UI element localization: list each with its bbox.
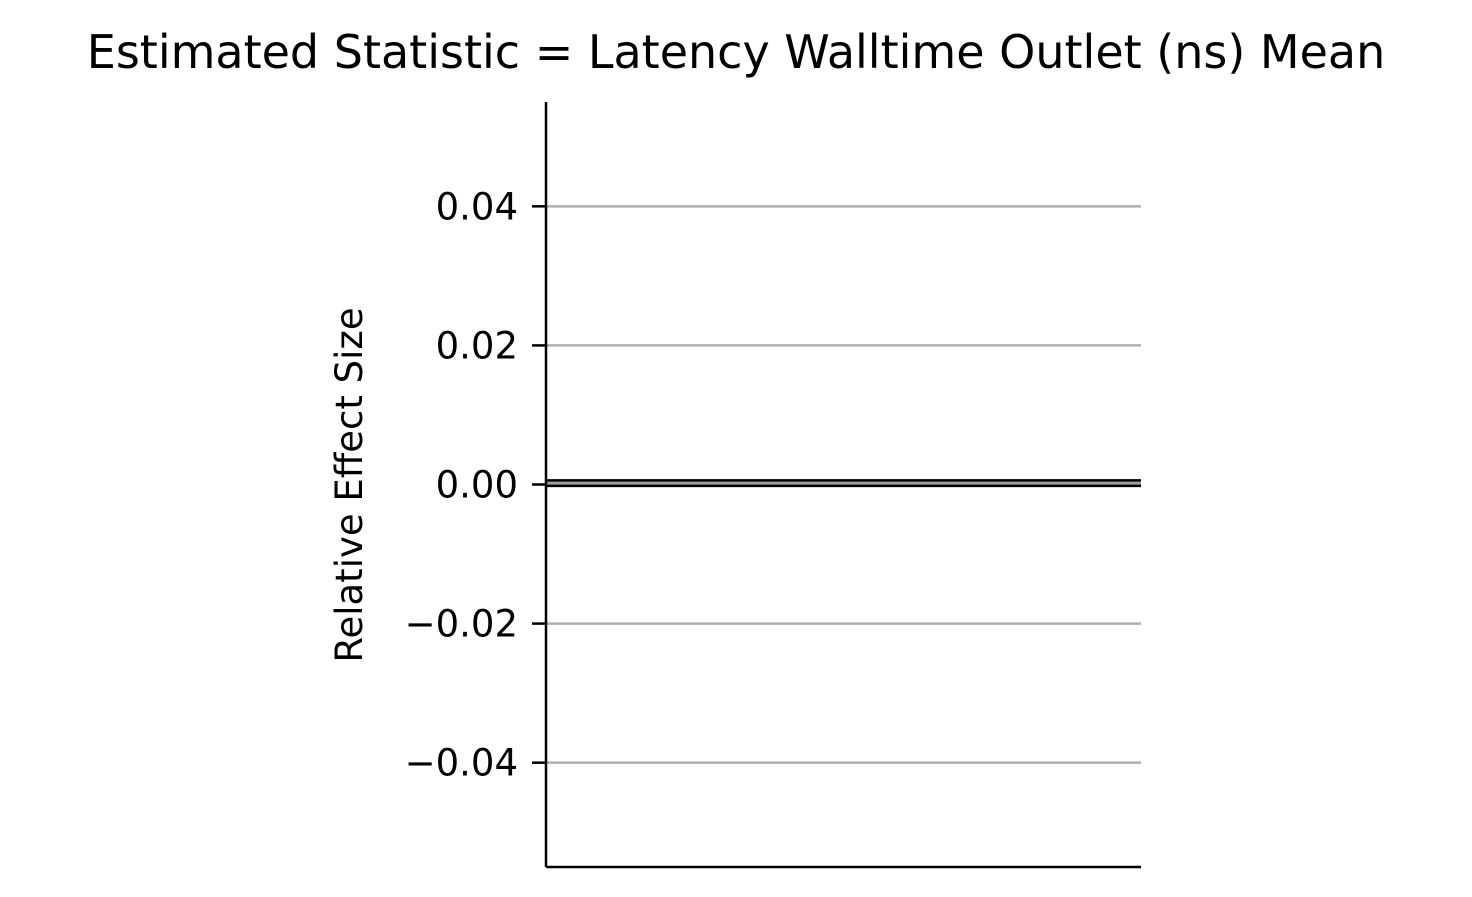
- y-tick-label-1: 0.02: [436, 324, 518, 367]
- y-tick-label-4: −0.04: [405, 742, 518, 785]
- y-tick-label-3: −0.02: [405, 603, 518, 646]
- y-tick-label-0: 0.04: [436, 185, 518, 228]
- reference-band: [546, 480, 1141, 486]
- y-tick-label-2: 0.00: [436, 464, 518, 507]
- y-axis-label: Relative Effect Size: [328, 307, 371, 662]
- y-ticks: 0.04 0.02 0.00 −0.02 −0.04: [405, 185, 546, 784]
- chart-title: Estimated Statistic = Latency Walltime O…: [87, 25, 1386, 79]
